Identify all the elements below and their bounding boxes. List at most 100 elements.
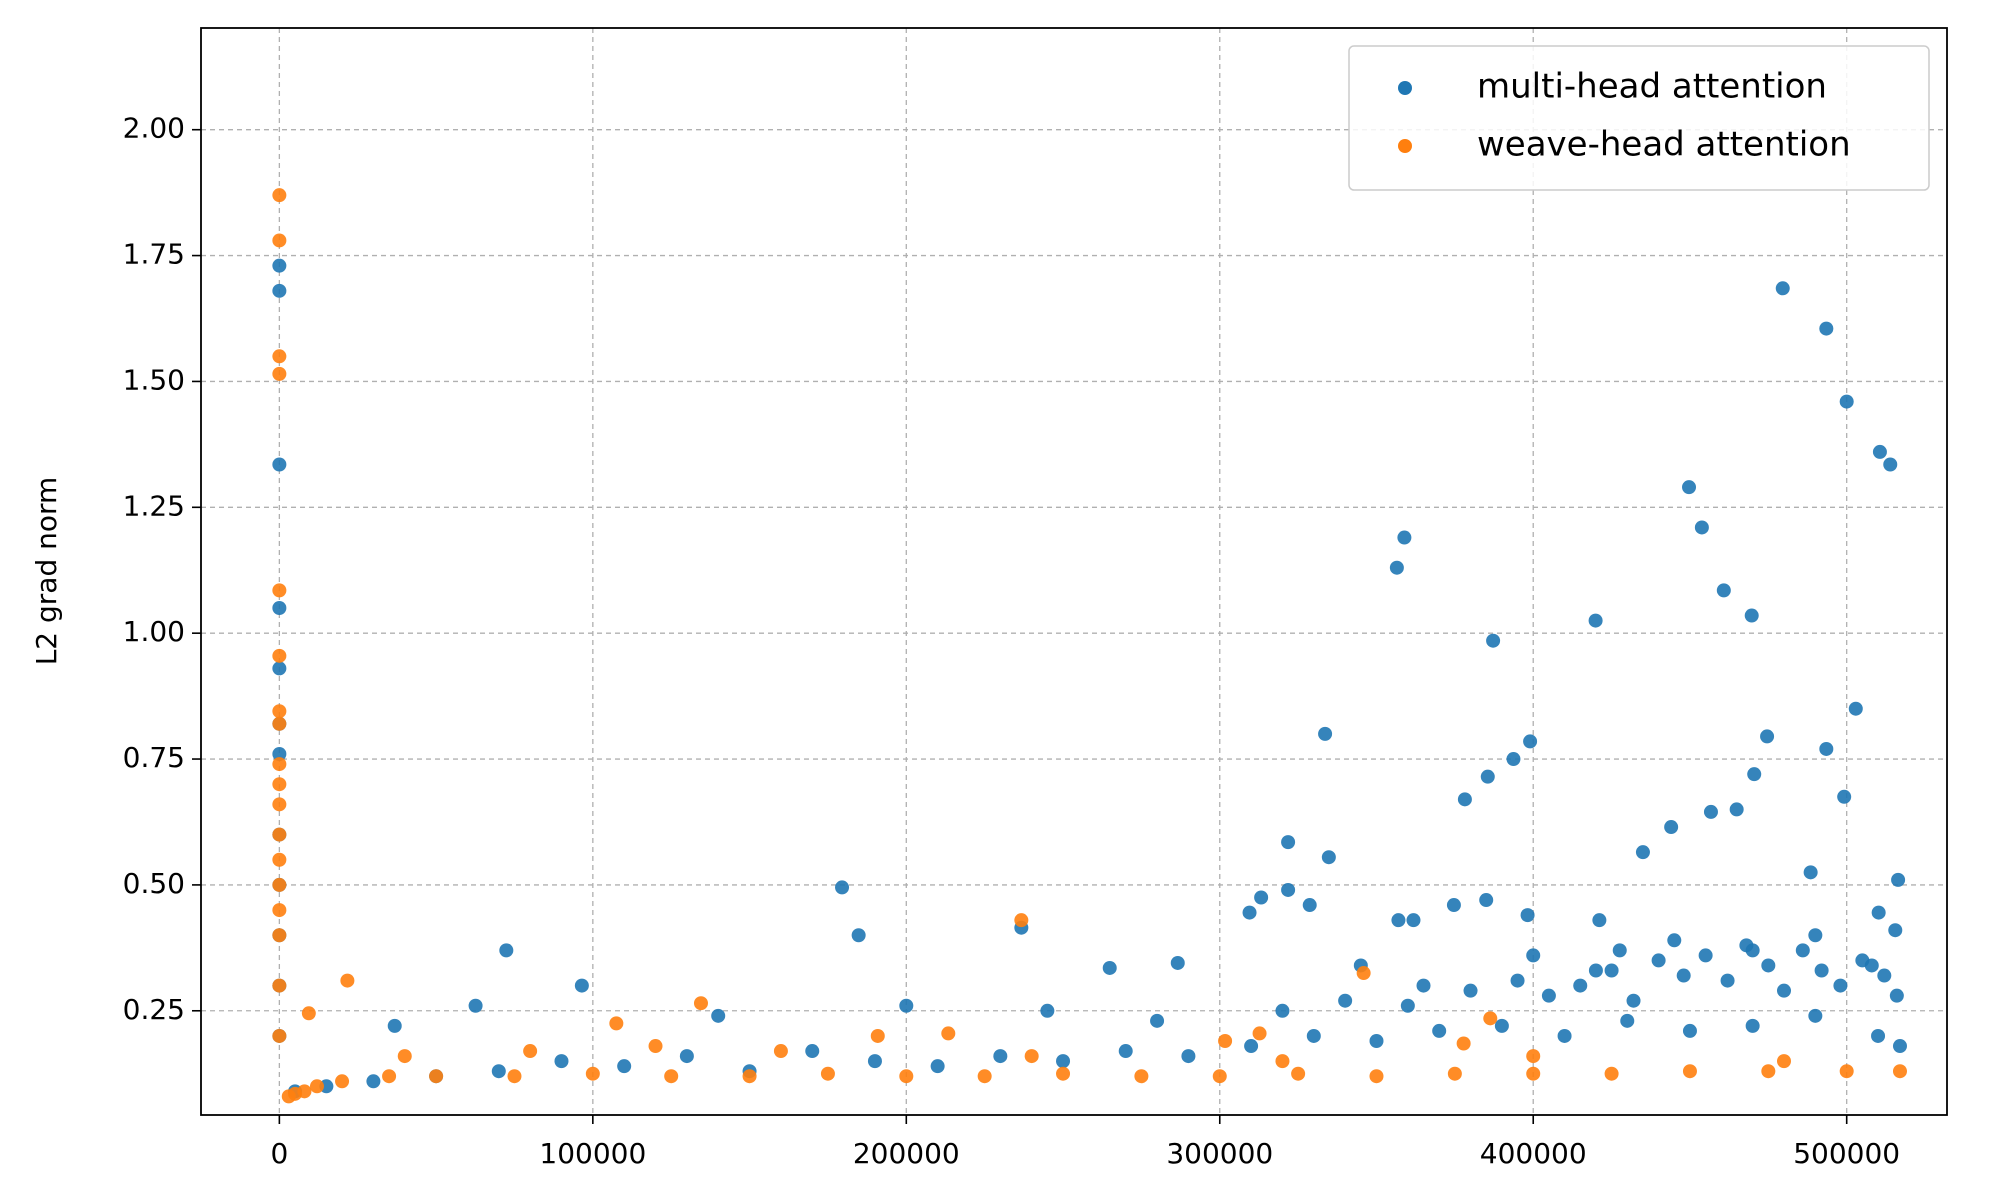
point [272, 1028, 287, 1043]
legend-marker [1398, 139, 1412, 153]
point [1892, 1064, 1907, 1079]
point [1667, 933, 1682, 948]
point [1864, 958, 1879, 973]
point [1761, 1064, 1776, 1079]
point [1242, 905, 1257, 920]
point [1150, 1013, 1165, 1028]
point [272, 583, 287, 598]
point [1218, 1033, 1233, 1048]
point [301, 1006, 316, 1021]
point [1775, 281, 1790, 296]
point [1888, 923, 1903, 938]
point [1635, 845, 1650, 860]
point [554, 1054, 569, 1069]
point [1682, 1064, 1697, 1079]
point [1391, 913, 1406, 928]
point [1369, 1069, 1384, 1084]
point [941, 1026, 956, 1041]
point [1682, 1023, 1697, 1038]
legend-label: weave-head attention [1477, 125, 1851, 165]
point [1526, 1049, 1541, 1064]
point [1819, 741, 1834, 756]
point [491, 1064, 506, 1079]
point [1716, 583, 1731, 598]
y-tick-label: 1.50 [123, 363, 185, 396]
point [742, 1069, 757, 1084]
point [1698, 948, 1713, 963]
point [1275, 1054, 1290, 1069]
point [1520, 908, 1535, 923]
point [1506, 752, 1521, 767]
point [1676, 968, 1691, 983]
y-tick-label: 1.75 [123, 238, 185, 271]
point [1808, 928, 1823, 943]
point [1318, 726, 1333, 741]
point [1808, 1008, 1823, 1023]
point [272, 457, 287, 472]
point [1837, 789, 1852, 804]
point [468, 998, 483, 1013]
point [1891, 872, 1906, 887]
series [272, 258, 1907, 1099]
point [1406, 913, 1421, 928]
y-tick-label: 0.25 [123, 993, 185, 1026]
point [387, 1018, 402, 1033]
point [272, 716, 287, 731]
point [1592, 913, 1607, 928]
point [1457, 792, 1472, 807]
point [272, 648, 287, 663]
point [335, 1074, 350, 1089]
point [272, 366, 287, 381]
point [1745, 943, 1760, 958]
point [711, 1008, 726, 1023]
point [1883, 457, 1898, 472]
point [1848, 701, 1863, 716]
point [1432, 1023, 1447, 1038]
legend-marker [1398, 81, 1412, 95]
point [1839, 394, 1854, 409]
point [1400, 998, 1415, 1013]
point [1456, 1036, 1471, 1051]
point [851, 928, 866, 943]
point [1244, 1039, 1259, 1054]
point [1134, 1069, 1149, 1084]
point [1369, 1033, 1384, 1048]
point [1889, 988, 1904, 1003]
point [1761, 958, 1776, 973]
y-axis-label: L2 grad norm [30, 477, 63, 666]
point [1302, 898, 1317, 913]
point [272, 601, 287, 616]
point [1338, 993, 1353, 1008]
point [1776, 983, 1791, 998]
point [1526, 948, 1541, 963]
point [648, 1039, 663, 1054]
point [272, 757, 287, 772]
point [1356, 966, 1371, 981]
point [1170, 955, 1185, 970]
point [1557, 1028, 1572, 1043]
point [805, 1044, 820, 1059]
point [272, 797, 287, 812]
point [1872, 444, 1887, 459]
point [1833, 978, 1848, 993]
legend-label: multi-head attention [1477, 67, 1827, 107]
point [1014, 913, 1029, 928]
point [899, 998, 914, 1013]
legend-box [1348, 45, 1930, 191]
point [574, 978, 589, 993]
point [1612, 943, 1627, 958]
point [585, 1066, 600, 1081]
point [1626, 993, 1641, 1008]
point [1416, 978, 1431, 993]
point [272, 827, 287, 842]
point [1281, 882, 1296, 897]
point [507, 1069, 522, 1084]
point [1720, 973, 1735, 988]
point [272, 877, 287, 892]
point [1776, 1054, 1791, 1069]
point [1892, 1039, 1907, 1054]
point [1703, 804, 1718, 819]
point [272, 747, 287, 762]
